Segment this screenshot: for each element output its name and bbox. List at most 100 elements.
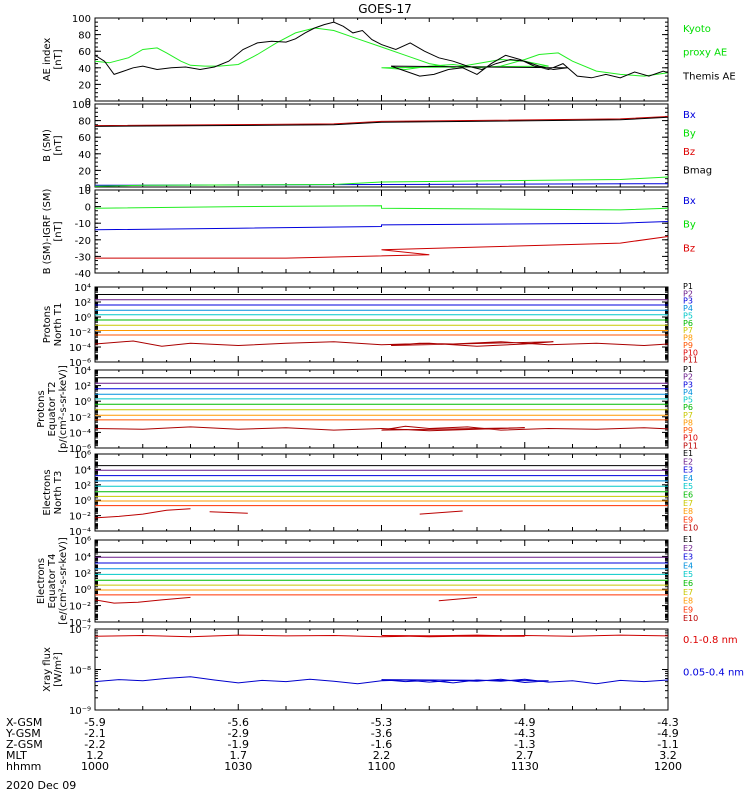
- legend-entry: Kyoto: [683, 24, 711, 35]
- y-tick-label: 10⁻⁹: [69, 706, 91, 717]
- y-tick-label: 100: [72, 100, 91, 111]
- y-axis-label: Electrons: [36, 558, 47, 604]
- y-tick-label: 0: [85, 203, 91, 214]
- y-tick-label: 10⁰: [74, 585, 91, 596]
- legend-entry: E9: [683, 605, 693, 614]
- legend-entry: E1: [683, 535, 693, 544]
- legend-entry: P9: [683, 426, 693, 435]
- chart-title: GOES-17: [358, 2, 412, 16]
- legend-entry: P6: [683, 319, 693, 328]
- y-tick-label: 40: [78, 150, 91, 161]
- panel-ae: 0 20 40 60 80 100 AE index [nT] Kyoto proxy AE The…: [42, 14, 736, 108]
- y-axis-label: Electrons: [42, 469, 53, 515]
- y-tick-label: 20: [78, 166, 91, 177]
- legend-entry: E7: [683, 588, 693, 597]
- legend-entry: P5: [683, 311, 693, 320]
- panel-electrons_t4: 10⁻⁴ 10⁻² 10⁰ 10² 10⁴ 10⁶ Electrons Equator T4[…: [36, 535, 698, 629]
- y-axis-label: Protons: [36, 390, 47, 427]
- series-by: [95, 205, 668, 211]
- legend-entry: P11: [683, 356, 698, 365]
- series-group: [95, 634, 668, 685]
- legend-entry: P2: [683, 289, 693, 298]
- series-group: [95, 377, 668, 432]
- series-e10: [209, 511, 248, 514]
- legend-entry: P4: [683, 388, 693, 397]
- x-axis-row-label: Z-GSM: [6, 738, 43, 751]
- panel-protons_t2: 10⁻⁶ 10⁻⁴ 10⁻² 10⁰ 10² 10⁴ Protons Equator T2 [p…: [36, 365, 698, 455]
- legend-entry: P5: [683, 396, 693, 405]
- x-axis-row-label: hhmm: [6, 760, 41, 773]
- x-axis-value: 1000: [81, 760, 109, 773]
- x-axis-value: -2.1: [84, 727, 105, 740]
- legend-entry: Bmag: [683, 165, 712, 176]
- y-tick-label: 10⁻⁸: [69, 666, 91, 677]
- y-tick-label: 10⁻²: [69, 328, 91, 339]
- x-axis-value: -4.3: [657, 716, 678, 729]
- series-bmag: [95, 116, 668, 127]
- y-tick-label: 10⁴: [74, 283, 91, 294]
- y-axis-label: [nT]: [53, 135, 64, 155]
- y-axis-label: [e/(cm²-s-sr-keV)]: [58, 537, 69, 625]
- x-axis-value: 1100: [368, 760, 396, 773]
- legend-entry: By: [683, 128, 696, 139]
- legend-entry: Bx: [683, 110, 696, 121]
- panel-frame: [94, 103, 669, 188]
- y-tick-label: 10²: [74, 298, 91, 309]
- legend-entry: P3: [683, 380, 693, 389]
- series-e10: [419, 510, 463, 515]
- legend-entry: P6: [683, 403, 693, 412]
- y-tick-label: 10: [78, 186, 91, 197]
- legend-entry: E8: [683, 597, 693, 606]
- x-axis-value: -1.3: [514, 738, 535, 751]
- legend-entry: Bx: [683, 196, 696, 207]
- x-axis-row-label: X-GSM: [6, 716, 42, 729]
- legend-entry: P9: [683, 341, 693, 350]
- x-axis-value: -4.9: [514, 716, 535, 729]
- y-axis-label: Xray flux: [42, 647, 53, 692]
- y-axis-label: Equator T2: [47, 382, 58, 437]
- x-axis-row-label: Y-GSM: [5, 727, 41, 740]
- legend-entry: P10: [683, 348, 698, 357]
- y-tick-label: 20: [78, 80, 91, 91]
- x-axis-value: -5.3: [371, 716, 392, 729]
- legend-entry: E4: [683, 474, 693, 483]
- legend-entry: P1: [683, 282, 693, 291]
- y-tick-label: 10⁻⁴: [69, 527, 91, 538]
- x-axis-value: 1.2: [86, 749, 104, 762]
- legend-entry: Bz: [683, 147, 695, 158]
- x-axis-value: 1130: [511, 760, 539, 773]
- y-tick-label: 10⁻²: [69, 512, 91, 523]
- legend-entry: E6: [683, 491, 693, 500]
- panel-frame: [94, 628, 669, 711]
- y-tick-label: 10⁻⁶: [69, 444, 91, 455]
- x-axis-value: -5.9: [84, 716, 105, 729]
- legend-entry: proxy AE: [683, 48, 727, 59]
- y-tick-label: 80: [78, 31, 91, 42]
- series-p10: [95, 425, 668, 432]
- x-axis-value: -4.3: [514, 727, 535, 740]
- y-tick-label: 10²: [74, 481, 91, 492]
- legend-entry: E8: [683, 507, 693, 516]
- legend-entry: E3: [683, 553, 693, 562]
- legend-entry: P3: [683, 297, 693, 306]
- panel-frame: [94, 369, 669, 449]
- legend-entry: E6: [683, 579, 693, 588]
- y-tick-label: 10⁰: [74, 313, 91, 324]
- legend-entry: P4: [683, 304, 693, 313]
- y-tick-label: 10⁻⁶: [69, 358, 91, 369]
- y-axis-label: B (SM)-IGRF (SM): [42, 189, 53, 275]
- series-e10: [95, 596, 191, 604]
- series-group: [95, 551, 668, 604]
- legend-entry: E5: [683, 482, 693, 491]
- legend-entry: E4: [683, 561, 693, 570]
- legend-entry: E7: [683, 499, 693, 508]
- y-tick-label: 10²: [74, 382, 91, 393]
- x-axis-row-label: MLT: [6, 749, 27, 762]
- y-axis-label: Protons: [42, 306, 53, 343]
- y-tick-label: 40: [78, 64, 91, 75]
- panel-frame: [94, 189, 669, 274]
